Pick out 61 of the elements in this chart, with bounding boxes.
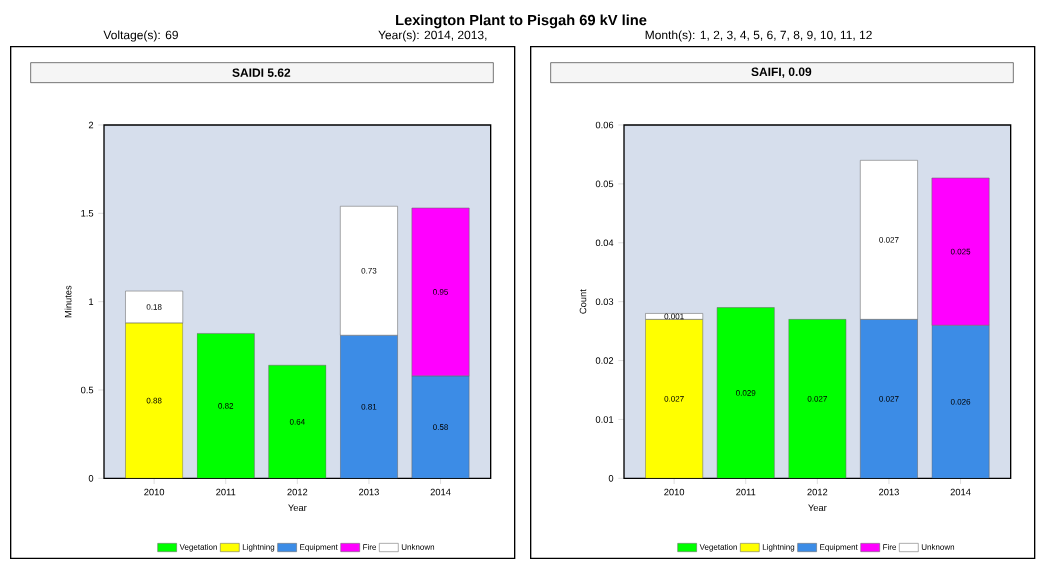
legend-label: Equipment [820, 543, 858, 552]
legend-label: Vegetation [179, 543, 217, 552]
y-tick-label: 0.05 [595, 180, 614, 188]
text: Year(s): 2014, 2013, [378, 30, 487, 42]
y-tick-label: 1 [89, 298, 94, 305]
y-tick-label: 0.03 [595, 298, 614, 305]
data-label: 0.64 [289, 418, 305, 425]
chart-title: SAIDI 5.62 [232, 68, 291, 77]
data-label: 0.88 [146, 397, 162, 404]
chart-title: SAIFI, 0.09 [751, 67, 812, 78]
data-label: 0.95 [433, 289, 448, 295]
x-tick-label: 2012 [287, 488, 308, 496]
x-axis-title: Year [808, 504, 827, 511]
data-label: 0.001 [664, 313, 684, 320]
data-label: 0.18 [146, 304, 162, 310]
bar [788, 319, 847, 479]
legend-label: Equipment [300, 543, 338, 552]
y-tick-label: 0.06 [595, 121, 614, 129]
x-tick-label: 2012 [807, 488, 828, 496]
y-tick-label: 0 [608, 475, 614, 482]
data-label: 0.026 [950, 398, 971, 405]
data-label: 0.82 [218, 403, 234, 409]
data-label: 0.027 [807, 396, 827, 402]
data-label: 0.81 [361, 403, 377, 410]
x-tick-label: 2011 [736, 488, 756, 496]
text: Voltage(s): 69 [103, 30, 178, 42]
data-label: 0.027 [879, 237, 899, 243]
x-tick-label: 2011 [216, 488, 236, 496]
x-tick-label: 2014 [950, 488, 971, 496]
y-tick-label: 2 [88, 121, 94, 129]
y-tick-label: 0 [88, 475, 94, 482]
y-axis-title: Count [579, 289, 587, 314]
data-label: 0.027 [664, 396, 684, 402]
y-tick-label: 0.01 [595, 416, 614, 423]
x-axis-title: Year [288, 504, 307, 511]
data-label: 0.73 [361, 267, 377, 274]
legend-label: Lightning [762, 543, 795, 552]
legend-label: Vegetation [699, 543, 737, 552]
x-tick-label: 2010 [144, 488, 165, 496]
y-tick-label: 0.5 [80, 386, 94, 394]
text: Lexington Plant to Pisgah 69 kV line [396, 14, 647, 29]
x-tick-label: 2010 [664, 488, 685, 496]
data-label: 0.58 [433, 424, 448, 430]
data-label: 0.029 [736, 390, 756, 396]
legend-label: Unknown [921, 543, 955, 550]
data-label: 0.027 [879, 396, 899, 402]
legend-label: Unknown [401, 543, 435, 550]
y-tick-label: 0.02 [595, 357, 614, 364]
y-tick-label: 1.5 [81, 210, 94, 217]
x-tick-label: 2014 [430, 488, 451, 496]
text: Month(s): 1, 2, 3, 4, 5, 6, 7, 8, 9, 10, 11, 12 [645, 30, 872, 42]
y-tick-label: 0.04 [595, 239, 614, 247]
x-tick-label: 2013 [359, 488, 379, 496]
legend-label: Lightning [242, 543, 275, 552]
y-axis-title: Minutes [64, 285, 72, 318]
legend-label: Fire [363, 543, 377, 550]
legend-label: Fire [883, 543, 897, 550]
x-tick-label: 2013 [879, 488, 899, 496]
bar [716, 307, 775, 479]
data-label: 0.025 [950, 248, 971, 255]
bar [268, 365, 327, 479]
